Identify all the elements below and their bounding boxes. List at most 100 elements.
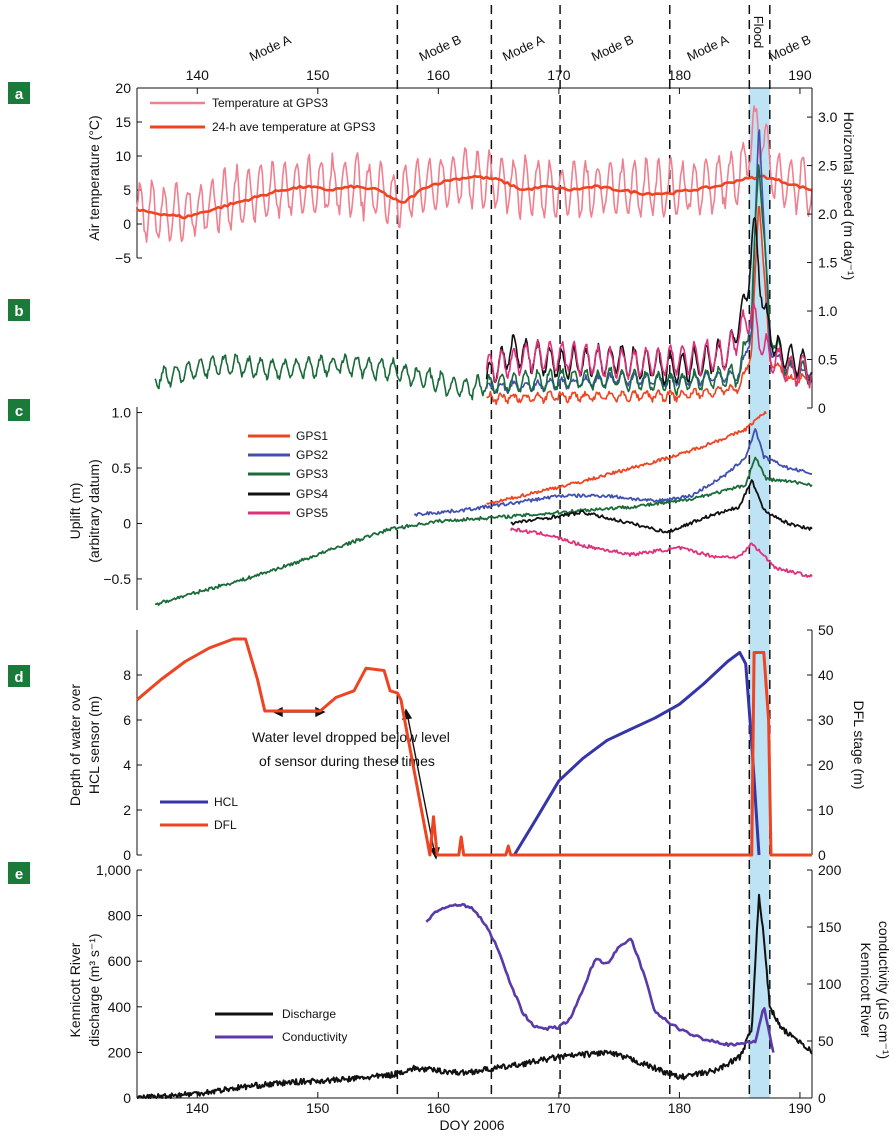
annotation-line-1: Water level dropped below level (252, 729, 450, 745)
panel-e: e Kennicott River discharge (m³ s⁻¹) Ken… (8, 862, 892, 1059)
panel-e-y-tick-label: 600 (108, 953, 132, 969)
panel-e-y-tick-label: 0 (123, 1090, 131, 1106)
series-uplift-gps1-line (486, 410, 767, 506)
panel-e-y-tick-label: 1,000 (96, 862, 131, 878)
panel-d-y2-tick-label: 10 (818, 802, 834, 818)
series-depth-dfl-line (136, 637, 812, 857)
panel-d: d Depth of water over HCL sensor (m) DFL… (8, 665, 867, 860)
panel-d-y2-tick-label: 50 (818, 622, 834, 638)
legend-hcl: HCL (214, 795, 238, 809)
panel-d-ylabel: Depth of water over (67, 684, 83, 807)
panel-b: b (8, 299, 30, 321)
panel-d-y-tick-label: 0 (123, 847, 131, 863)
top-x-tick-label: 150 (306, 67, 330, 83)
panel-a: a Air temperature (°C) Horizontal speed … (8, 82, 857, 280)
panel-b-y-tick-label: 2.0 (818, 206, 838, 222)
panel-e-y2-tick-label: 100 (818, 976, 842, 992)
top-x-tick-label: 140 (186, 67, 210, 83)
panel-d-y2-tick-label: 20 (818, 757, 834, 773)
panel-a-y-tick-label: 5 (123, 182, 131, 198)
series-discharge-line (137, 893, 813, 1099)
panel-label-a-box (8, 82, 30, 104)
panel-label-d: d (14, 669, 23, 686)
panel-e-y-tick-label: 800 (108, 908, 132, 924)
panel-d-y-tick-label: 4 (123, 757, 131, 773)
panel-d-y2-tick-label: 30 (818, 712, 834, 728)
legend-temperature: Temperature at GPS3 (212, 96, 328, 110)
series-uplift-gps2-line (413, 427, 813, 517)
mode-label: Mode B (417, 32, 464, 65)
panel-d-y-tick-label: 6 (123, 712, 131, 728)
panel-d-legend: HCL DFL (160, 795, 238, 832)
panel-e-legend: Discharge Conductivity (215, 1007, 347, 1044)
panel-e-y2-tick-label: 50 (818, 1033, 834, 1049)
panel-c-y-tick-label: −0.5 (103, 571, 131, 587)
series-depth-hcl-line (513, 651, 761, 856)
panel-d-y2-tick-label: 40 (818, 667, 834, 683)
panel-e-y2-tick-label: 150 (818, 919, 842, 935)
panel-e-y2label-2: conductivity (μS cm⁻¹) (876, 921, 892, 1059)
legend-gps1: GPS1 (296, 429, 328, 443)
panel-c-y-tick-label: 1.0 (112, 405, 132, 421)
bottom-x-tick-label: 140 (186, 1100, 210, 1116)
x-axis-label: DOY 2006 (439, 1117, 504, 1133)
mode-label: Mode A (500, 32, 547, 64)
series-uplift-gps3-line (154, 456, 813, 606)
panel-e-ylabel: Kennicott River (67, 942, 83, 1037)
series-conductivity-line (425, 902, 775, 1053)
mode-label: Mode A (247, 32, 294, 64)
bottom-x-tick-label: 150 (306, 1100, 330, 1116)
bottom-x-tick-label: 170 (547, 1100, 571, 1116)
series-uplift-gps5-line (509, 527, 813, 578)
panel-a-y-tick-label: 0 (123, 216, 131, 232)
legend-24h-average: 24-h ave temperature at GPS3 (212, 120, 376, 134)
panel-label-d-box (8, 665, 30, 687)
panel-b-y-tick-label: 0 (818, 400, 826, 416)
series-speed-gps1-line (486, 205, 812, 406)
panel-a-ylabel: Air temperature (°C) (86, 115, 102, 240)
panel-e-y2-tick-label: 200 (818, 862, 842, 878)
panel-b-y-tick-label: 0.5 (818, 352, 838, 368)
panel-b-y-tick-label: 1.5 (818, 255, 838, 271)
panel-c-y-tick-label: 0.5 (112, 460, 132, 476)
legend-gps3: GPS3 (296, 467, 328, 481)
panel-a-legend: Temperature at GPS3 24-h ave temperature… (150, 96, 376, 134)
panel-a-y-tick-label: 10 (115, 148, 131, 164)
series-24h-average-line (136, 174, 813, 220)
annotation-arrow-diagonal (407, 717, 435, 851)
panel-e-y-tick-label: 400 (108, 999, 132, 1015)
top-x-tick-label: 160 (427, 67, 451, 83)
mode-label: Mode B (766, 32, 813, 65)
panel-d-ylabel-2: HCL sensor (m) (86, 696, 102, 794)
panel-label-a: a (15, 86, 24, 103)
legend-gps2: GPS2 (296, 448, 328, 462)
mode-label: Flood (751, 16, 766, 49)
legend-gps4: GPS4 (296, 487, 328, 501)
bottom-x-tick-label: 190 (788, 1100, 812, 1116)
panel-label-e: e (15, 866, 23, 883)
x-axes: 140 140 150 150 160 160 170 170 180 180 190 190 (137, 67, 812, 1116)
panel-d-y-tick-label: 8 (123, 667, 131, 683)
plot-layer: −50510152000.51.01.52.02.53.0−0.500.51.0… (96, 80, 842, 1106)
mode-label: Mode A (684, 32, 731, 64)
panel-c: c Uplift (m) (arbitrary datum) GPS1 GPS2… (8, 399, 328, 563)
panel-c-ylabel-2: (arbitrary datum) (86, 459, 102, 562)
panel-e-y-tick-label: 200 (108, 1044, 132, 1060)
panel-label-c: c (15, 403, 23, 420)
panel-label-b: b (14, 303, 23, 320)
mode-label: Mode B (589, 32, 636, 65)
series-speed-gps5-line (485, 301, 813, 389)
panel-c-y-tick-label: 0 (123, 515, 131, 531)
series-uplift-gps4-line (510, 479, 813, 534)
panel-b-y-tick-label: 2.5 (818, 158, 838, 174)
top-x-tick-label: 180 (668, 67, 692, 83)
panel-b-ylabel: Horizontal speed (m day⁻¹) (841, 112, 857, 280)
legend-conductivity: Conductivity (282, 1030, 347, 1044)
panel-label-b-box (8, 299, 30, 321)
annotation-line-2: of sensor during these times (259, 753, 435, 769)
panel-label-c-box (8, 399, 30, 421)
legend-gps5: GPS5 (296, 506, 328, 520)
panel-c-ylabel: Uplift (m) (67, 483, 83, 540)
panel-a-y-tick-label: −5 (115, 250, 131, 266)
panel-d-y2-tick-label: 0 (818, 847, 826, 863)
